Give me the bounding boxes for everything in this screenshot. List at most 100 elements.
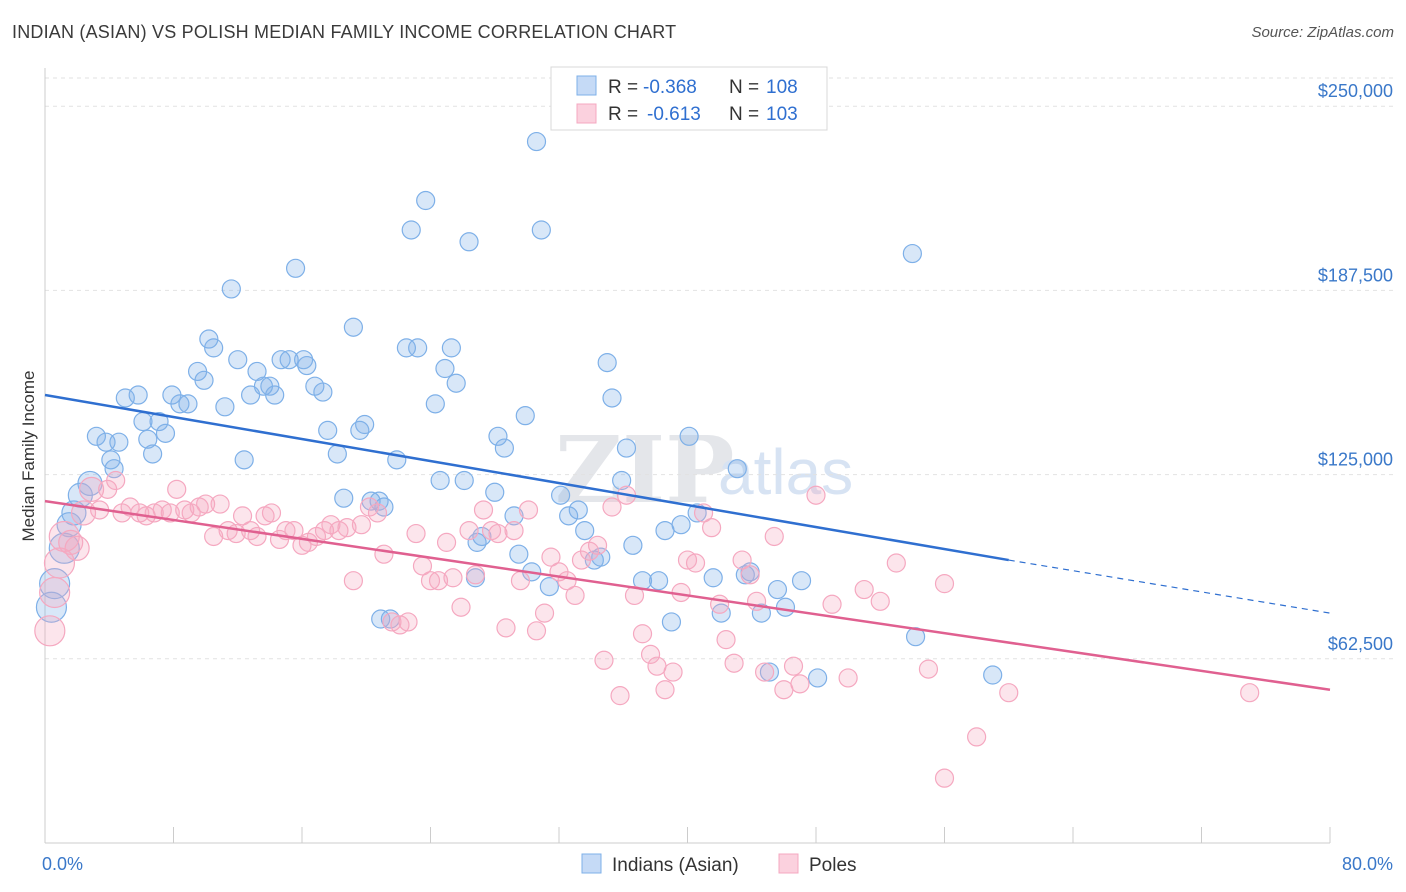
point-poles-104 (854, 579, 874, 600)
point-poles-45 (367, 503, 388, 523)
trendlines (44, 393, 1331, 691)
point-indians-105 (791, 571, 812, 591)
point-indians-13 (128, 385, 148, 405)
point-poles-59 (473, 500, 494, 520)
point-poles-93 (732, 550, 752, 570)
point-indians-107 (902, 243, 922, 264)
y-tick-label-0: $62,500 (1328, 634, 1393, 654)
legend-n-label-1: N = (729, 77, 759, 98)
correlation-legend: R = -0.368 N = 108 R = -0.613 N = 103 (550, 66, 828, 131)
point-indians-44 (334, 488, 354, 508)
point-poles-31 (261, 503, 282, 523)
point-indians-77 (539, 576, 559, 597)
bottom-legend-label-indians: Indians (Asian) (612, 855, 739, 876)
legend-swatch-poles (576, 103, 597, 124)
point-indians-61 (441, 338, 461, 358)
point-poles-22 (196, 494, 216, 514)
point-poles-27 (232, 506, 253, 526)
point-poles-99 (783, 656, 804, 676)
point-indians-14 (133, 411, 153, 432)
point-poles-0 (34, 615, 66, 647)
point-indians-78 (551, 485, 571, 505)
source-label: Source: ZipAtlas.com (1251, 24, 1394, 41)
point-poles-34 (284, 520, 304, 541)
point-indians-85 (602, 388, 622, 408)
point-poles-101 (806, 485, 826, 505)
point-poles-62 (496, 618, 516, 638)
point-poles-74 (587, 535, 608, 555)
point-poles-63 (504, 520, 524, 541)
point-poles-98 (774, 680, 794, 700)
point-indians-41 (313, 382, 333, 402)
point-indians-68 (488, 426, 508, 446)
point-poles-107 (918, 659, 939, 679)
point-poles-53 (428, 571, 449, 591)
point-indians-70 (494, 438, 514, 458)
series-indians-asian (35, 131, 1003, 688)
point-poles-108 (934, 574, 955, 594)
point-indians-34 (265, 385, 285, 405)
point-indians-59 (430, 470, 450, 491)
legend-r-value-1: -0.368 (643, 77, 697, 98)
point-poles-5 (64, 535, 90, 561)
point-indians-47 (355, 414, 375, 435)
point-poles-92 (724, 653, 744, 673)
point-indians-81 (575, 520, 595, 541)
point-poles-68 (541, 547, 561, 567)
point-poles-18 (167, 479, 187, 499)
point-indians-92 (661, 612, 682, 632)
point-indians-80 (568, 500, 588, 520)
point-indians-52 (371, 609, 391, 629)
point-indians-35 (271, 350, 291, 370)
point-indians-73 (515, 406, 535, 426)
point-indians-45 (343, 317, 363, 337)
y-axis-title: Median Family Income (19, 370, 38, 541)
point-indians-29 (234, 450, 254, 470)
y-tick-label-3: $250,000 (1318, 81, 1393, 101)
point-poles-97 (764, 526, 784, 547)
point-indians-39 (297, 355, 317, 376)
point-indians-98 (727, 459, 747, 479)
point-indians-102 (759, 662, 780, 682)
point-poles-54 (436, 532, 457, 552)
point-poles-17 (160, 503, 180, 523)
trendline-indians-extension (1008, 559, 1331, 614)
legend-r-label-2: R = (608, 104, 638, 125)
watermark-atlas: atlas (718, 436, 853, 508)
point-indians-28 (228, 350, 248, 370)
point-indians-42 (318, 420, 338, 440)
point-indians-11 (109, 432, 129, 452)
point-poles-43 (351, 515, 372, 535)
point-poles-42 (343, 571, 363, 591)
point-indians-27 (221, 279, 241, 299)
point-indians-94 (679, 426, 699, 446)
point-poles-91 (716, 630, 736, 650)
point-poles-49 (398, 612, 418, 632)
point-indians-63 (454, 470, 474, 491)
point-poles-1 (39, 576, 71, 609)
point-poles-84 (663, 662, 683, 682)
point-poles-50 (406, 523, 426, 544)
x-tick-label-max: 80.0% (1342, 854, 1393, 874)
point-poles-105 (870, 591, 890, 611)
point-indians-33 (260, 376, 280, 396)
legend-n-value-2: 103 (766, 104, 798, 125)
trendline-poles (44, 499, 1331, 691)
point-poles-94 (740, 565, 760, 585)
watermark-zip: ZIP (555, 416, 734, 524)
legend-n-label-2: N = (729, 104, 759, 125)
point-indians-1 (39, 568, 71, 600)
point-poles-102 (822, 594, 842, 614)
point-indians-15 (138, 429, 158, 449)
point-indians-69 (485, 482, 505, 502)
point-indians-72 (509, 544, 529, 564)
point-indians-79 (559, 506, 579, 526)
point-indians-10 (101, 450, 121, 470)
point-poles-80 (632, 624, 653, 644)
point-indians-54 (396, 338, 417, 358)
point-poles-46 (374, 544, 394, 564)
point-indians-25 (204, 338, 224, 358)
point-indians-56 (408, 338, 428, 358)
point-poles-66 (526, 621, 547, 641)
point-poles-7 (78, 476, 105, 502)
